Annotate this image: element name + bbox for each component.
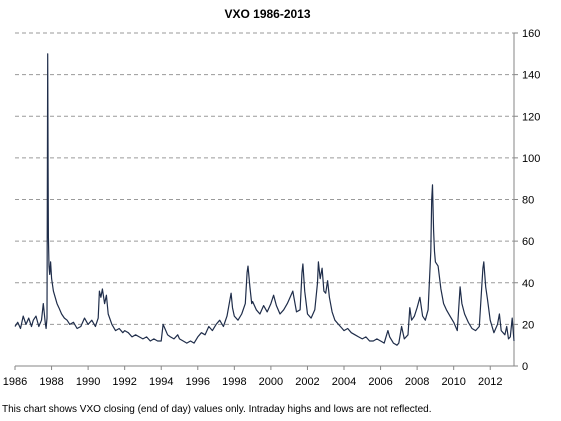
series-line-0 (14, 53, 515, 346)
y-tick-label: 80 (522, 195, 534, 207)
y-tick-label: 60 (522, 236, 534, 248)
x-tick-label: 2000 (259, 376, 283, 388)
y-tick-label: 20 (522, 319, 534, 331)
x-tick-label: 1990 (76, 376, 100, 388)
chart-footnote: This chart shows VXO closing (end of day… (2, 404, 432, 415)
x-tick-label: 1992 (112, 376, 136, 388)
x-tick-label: 2012 (478, 376, 502, 388)
gridlines (15, 32, 514, 325)
x-tick-label: 1994 (149, 376, 173, 388)
x-tick-label: 1998 (222, 376, 246, 388)
x-tick-label: 1986 (3, 376, 27, 388)
y-axis-ticks: 0 20 40 60 80 100 120 140 160 (514, 28, 540, 373)
chart-title: VXO 1986-2013 (224, 7, 311, 21)
x-tick-label: 2010 (441, 376, 465, 388)
y-tick-label: 40 (522, 278, 534, 290)
x-tick-label: 1988 (39, 376, 63, 388)
x-tick-label: 2004 (332, 376, 356, 388)
x-axis-ticks: 1986 1988 1990 1992 1994 1996 1998 2000 2002 2004… (3, 366, 502, 388)
y-tick-label: 160 (522, 28, 540, 40)
y-tick-label: 120 (522, 111, 540, 123)
series-group (14, 53, 515, 346)
x-tick-label: 2006 (368, 376, 392, 388)
x-tick-label: 1996 (186, 376, 210, 388)
y-tick-label: 100 (522, 153, 540, 165)
y-tick-label: 140 (522, 70, 540, 82)
y-tick-label: 0 (522, 361, 528, 373)
x-tick-label: 2008 (405, 376, 429, 388)
x-tick-label: 2002 (295, 376, 319, 388)
